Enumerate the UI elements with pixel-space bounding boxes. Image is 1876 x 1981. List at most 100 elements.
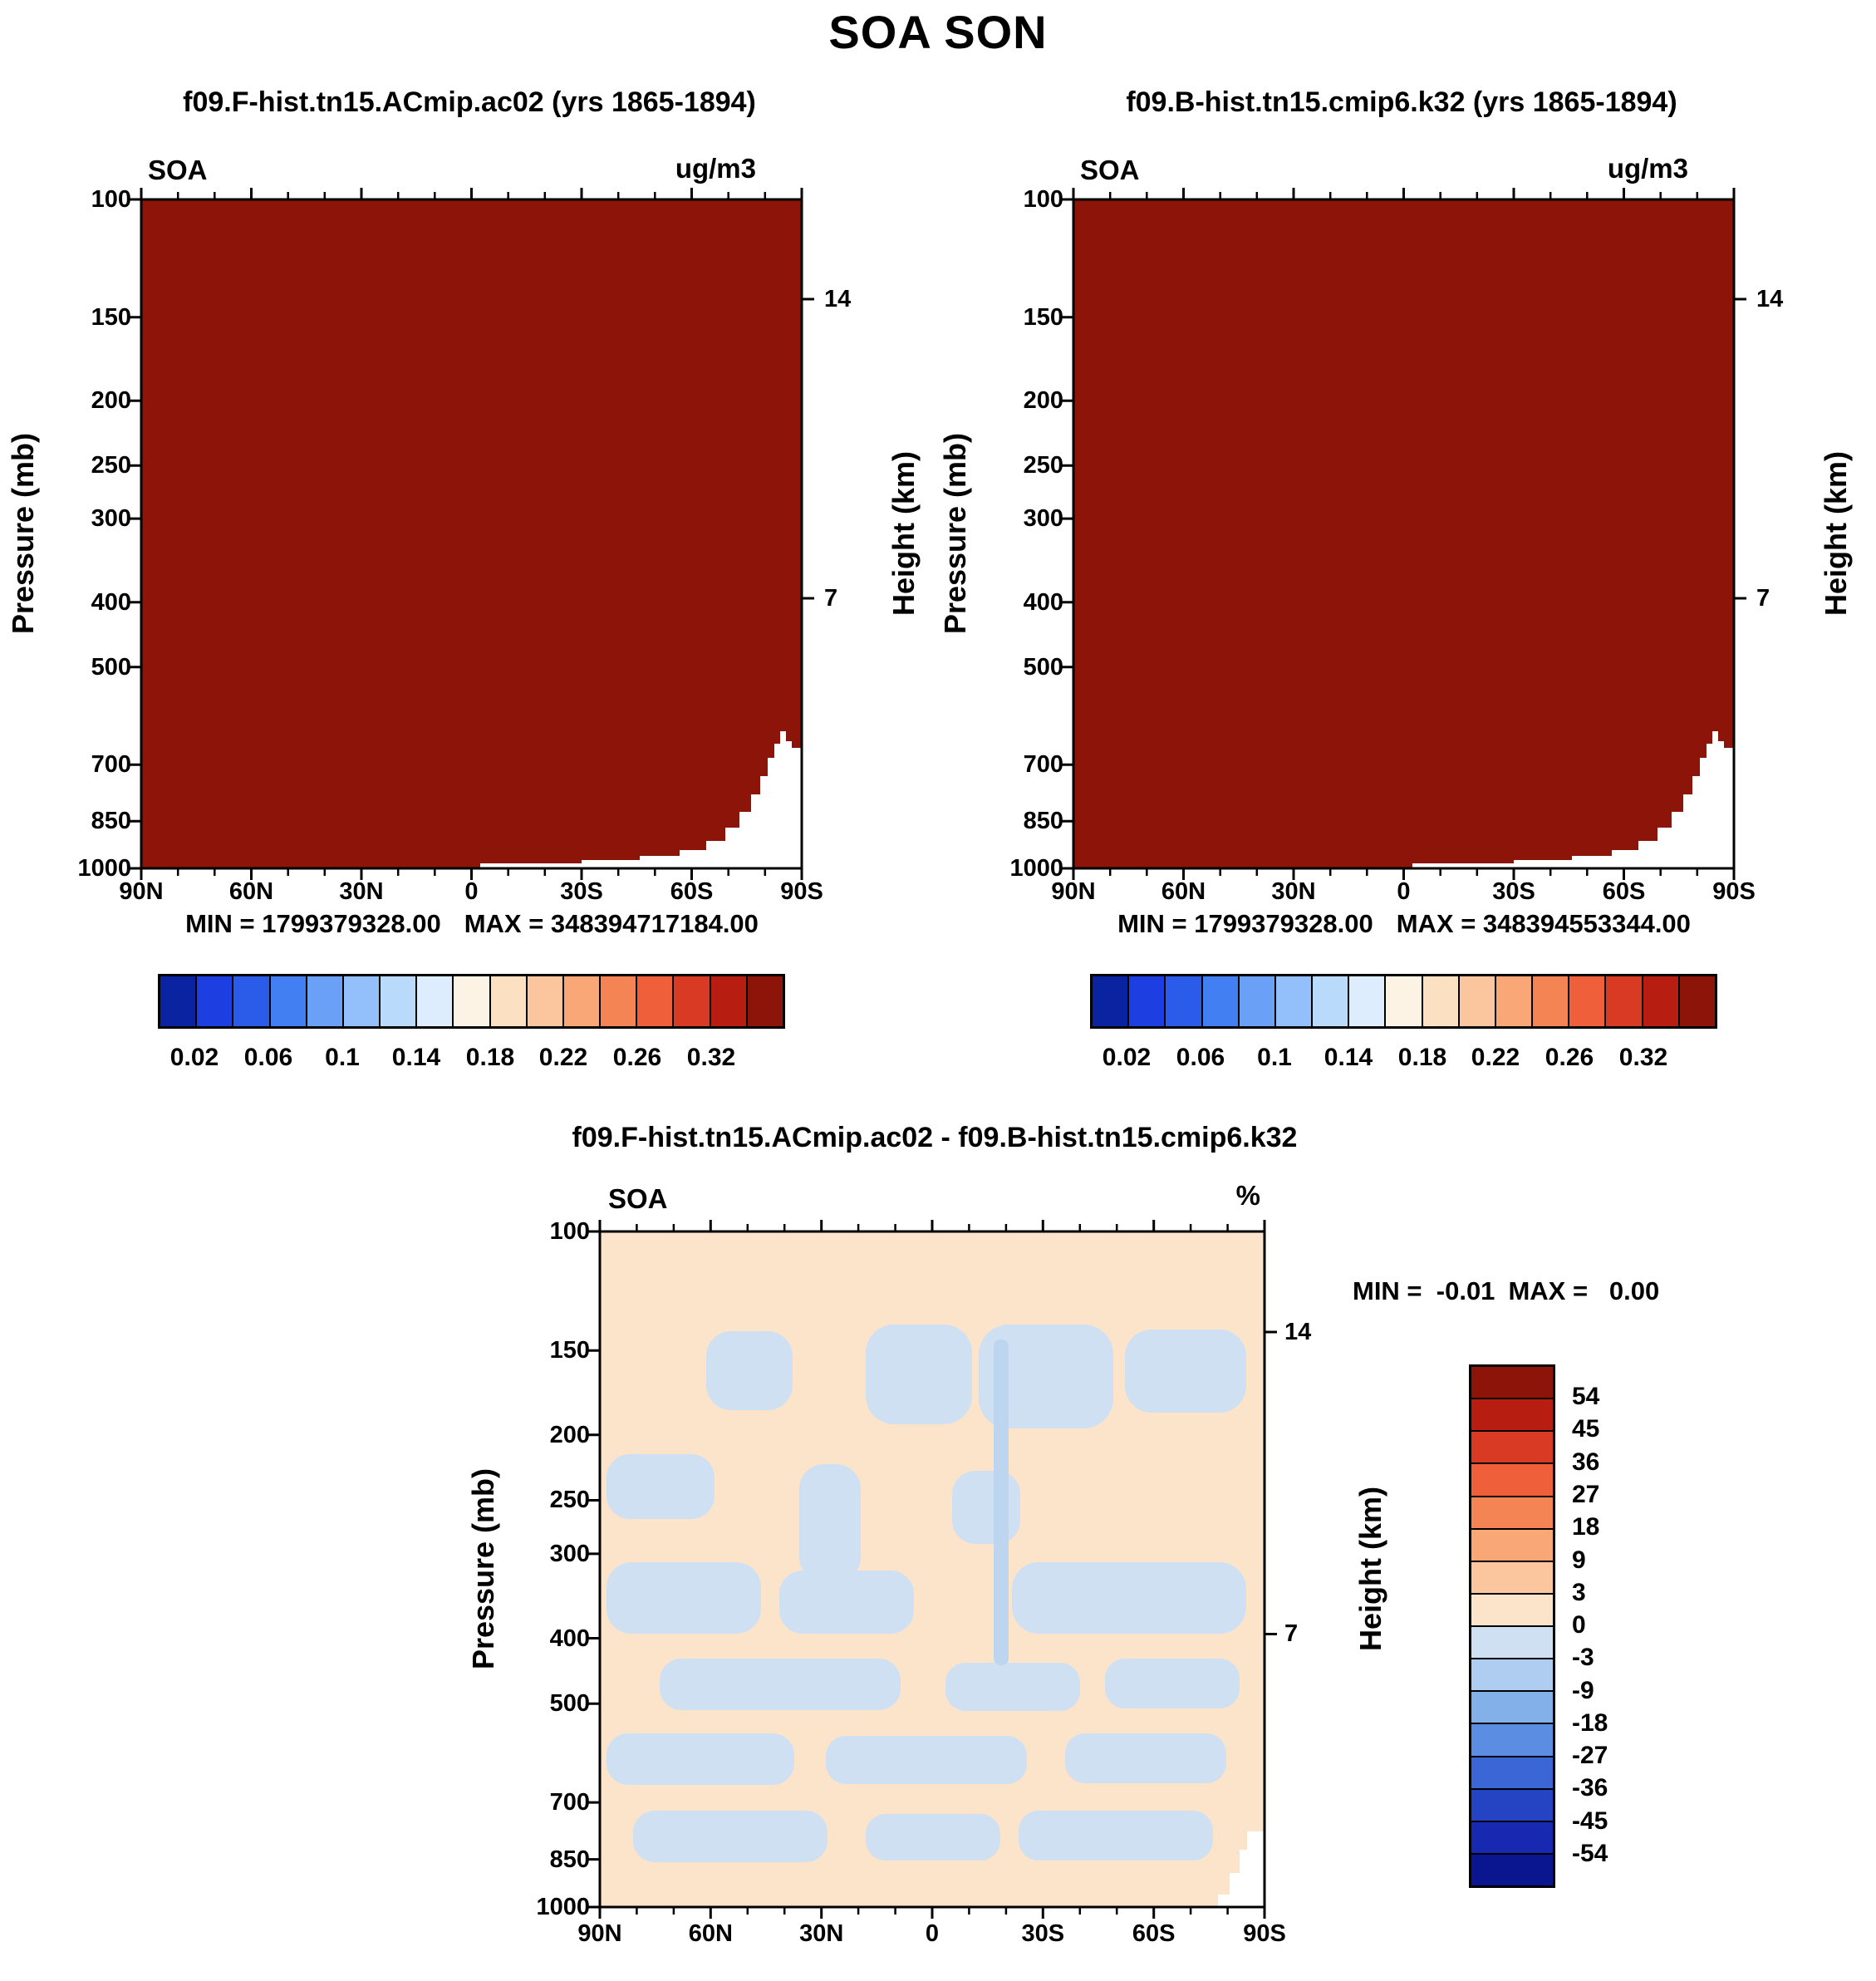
pressure-tick-label: 500 (91, 654, 131, 681)
colorbar-cell (747, 976, 783, 1026)
colorbar-cell (381, 976, 418, 1026)
colorbar-cell (1471, 1627, 1553, 1660)
colorbar-label: -18 (1572, 1709, 1608, 1737)
colorbar-cell (1471, 1724, 1553, 1757)
right-field-label: SOA (1080, 155, 1140, 185)
diff-negative-patches (607, 1325, 1246, 1862)
left-field-label: SOA (148, 155, 208, 185)
colorbar-cell (1643, 976, 1680, 1026)
colorbar-cell (674, 976, 711, 1026)
lat-tick-label: 90N (577, 1920, 622, 1947)
colorbar-cell (1471, 1757, 1553, 1790)
colorbar-cell (1679, 976, 1715, 1026)
colorbar-cell (1471, 1367, 1553, 1400)
lat-tick-label: 30S (560, 878, 603, 905)
colorbar-label: 54 (1572, 1383, 1600, 1410)
colorbar-cell (1471, 1659, 1553, 1693)
figure-title: SOA SON (828, 6, 1048, 58)
colorbar-label: 0.26 (1545, 1044, 1594, 1071)
pressure-tick-label: 150 (549, 1337, 590, 1364)
right-pressure-axis-title: Pressure (mb) (938, 432, 972, 635)
pressure-tick-label: 100 (1023, 186, 1063, 213)
colorbar-cell (1471, 1529, 1553, 1562)
diff-field-label: SOA (608, 1183, 668, 1214)
colorbar-cell (1129, 976, 1166, 1026)
colorbar-label: 36 (1572, 1448, 1600, 1476)
colorbar-label: 0.22 (538, 1044, 588, 1071)
pressure-tick-label: 850 (91, 808, 131, 834)
colorbar-cell (1471, 1854, 1553, 1885)
diff-colorbar (1469, 1364, 1555, 1888)
colorbar-cell (454, 976, 491, 1026)
right-topography-notch (1412, 731, 1734, 868)
pressure-tick-label: 700 (1023, 751, 1063, 778)
lat-tick-label: 90S (1712, 878, 1756, 905)
pressure-tick-label: 300 (549, 1541, 590, 1567)
right-max-label: MAX = 348394553344.00 (1396, 909, 1691, 938)
pressure-tick-label: 250 (549, 1487, 590, 1513)
lat-tick-label: 0 (464, 878, 479, 905)
colorbar-label: 0.02 (1102, 1044, 1152, 1071)
colorbar-cell (1422, 976, 1460, 1026)
height-tick-label: 14 (1756, 286, 1784, 312)
colorbar-cell (1471, 1789, 1553, 1822)
left-units-label: ug/m3 (675, 153, 756, 184)
lat-tick-label: 60N (1161, 878, 1206, 905)
diff-negative-streak (994, 1340, 1009, 1665)
colorbar-cell (1239, 976, 1276, 1026)
colorbar-cell (1471, 1594, 1553, 1627)
colorbar-label: 0.18 (465, 1044, 515, 1071)
colorbar-cell (270, 976, 307, 1026)
colorbar-cell (233, 976, 271, 1026)
colorbar-label: 0.1 (1257, 1044, 1292, 1071)
pressure-tick-label: 200 (1023, 387, 1063, 414)
pressure-tick-label: 850 (549, 1846, 590, 1873)
left-colorbar (158, 974, 785, 1029)
colorbar-cell (1471, 1432, 1553, 1465)
colorbar-cell (1275, 976, 1314, 1026)
colorbar-label: 45 (1572, 1415, 1600, 1443)
right-min-label: MIN = 1799379328.00 (1117, 909, 1373, 938)
colorbar-label: -3 (1572, 1644, 1594, 1671)
height-tick-label: 7 (824, 585, 838, 612)
right-colorbar (1090, 974, 1717, 1029)
colorbar-cell (601, 976, 638, 1026)
right-panel-title: f09.B-hist.tn15.cmip6.k32 (yrs 1865-1894… (1126, 86, 1677, 118)
colorbar-cell (1471, 1464, 1553, 1497)
diff-min-label: MIN = -0.01 (1353, 1276, 1495, 1305)
colorbar-label: 0.06 (1176, 1044, 1225, 1071)
colorbar-label: 0.1 (325, 1044, 360, 1071)
colorbar-label: 27 (1572, 1481, 1600, 1508)
colorbar-cell (1093, 976, 1130, 1026)
diff-units-label: % (1235, 1180, 1260, 1211)
colorbar-label: 0.18 (1397, 1044, 1447, 1071)
colorbar-label: 0.06 (243, 1044, 293, 1071)
colorbar-cell (1471, 1821, 1553, 1855)
colorbar-cell (527, 976, 564, 1026)
lat-tick-label: 0 (925, 1920, 940, 1947)
right-axis-minor-ticks (1108, 192, 1699, 876)
colorbar-cell (197, 976, 234, 1026)
pressure-tick-label: 200 (91, 387, 131, 414)
diff-pressure-axis-title: Pressure (mb) (466, 1467, 500, 1670)
lat-tick-label: 90N (119, 878, 164, 905)
right-minmax: MIN = 1799379328.00 MAX = 348394553344.00 (1030, 909, 1778, 939)
right-field-fill (1073, 199, 1734, 868)
colorbar-cell (490, 976, 528, 1026)
lat-tick-label: 60S (1602, 878, 1646, 905)
lat-tick-label: 60S (670, 878, 714, 905)
colorbar-cell (710, 976, 748, 1026)
colorbar-cell (1471, 1497, 1553, 1530)
diff-topography-notch (1218, 1831, 1265, 1907)
pressure-tick-label: 300 (1023, 505, 1063, 532)
colorbar-cell (1202, 976, 1240, 1026)
lat-tick-label: 90S (1243, 1920, 1286, 1947)
lat-tick-label: 0 (1397, 878, 1411, 905)
right-axis-frame (1061, 188, 1746, 880)
pressure-tick-label: 1000 (1009, 855, 1063, 882)
left-max-label: MAX = 348394717184.00 (464, 909, 759, 938)
left-plot-canvas (129, 188, 814, 880)
colorbar-cell (1533, 976, 1570, 1026)
colorbar-cell (1459, 976, 1496, 1026)
